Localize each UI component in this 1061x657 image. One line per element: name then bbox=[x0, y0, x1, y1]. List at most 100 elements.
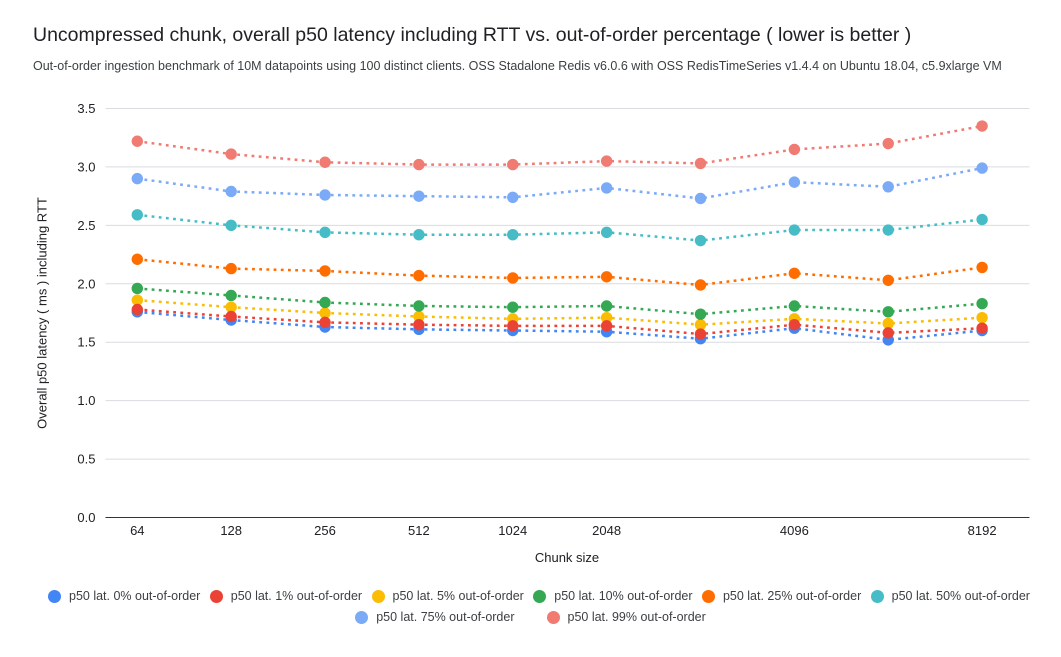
series-line bbox=[137, 308, 983, 336]
legend-item[interactable]: p50 lat. 1% out-of-order bbox=[209, 589, 362, 603]
data-point bbox=[413, 229, 425, 241]
data-point bbox=[882, 317, 894, 330]
series-line bbox=[137, 310, 983, 342]
legend-label: p50 lat. 50% out-of-order bbox=[891, 589, 1030, 603]
data-point bbox=[507, 301, 519, 313]
legend-item[interactable]: p50 lat. 50% out-of-order bbox=[870, 589, 1030, 603]
legend-label: p50 lat. 10% out-of-order bbox=[554, 589, 693, 603]
data-point bbox=[694, 279, 707, 291]
data-point bbox=[976, 120, 988, 132]
data-point bbox=[600, 271, 613, 283]
data-point bbox=[319, 316, 331, 329]
data-point bbox=[694, 318, 707, 331]
x-axis-title: Chunk size bbox=[534, 550, 600, 565]
legend-item[interactable]: p50 lat. 10% out-of-order bbox=[533, 589, 693, 603]
series-p50-lat-5-out-of-order bbox=[131, 294, 988, 331]
data-point bbox=[507, 191, 519, 204]
legend-item[interactable]: p50 lat. 99% out-of-order bbox=[546, 610, 706, 624]
y-tick-label: 2.5 bbox=[77, 218, 95, 233]
y-axis-title: Overall p50 latency ( ms ) including RTT bbox=[34, 197, 50, 429]
data-point bbox=[225, 148, 237, 160]
data-point bbox=[882, 137, 894, 150]
series-p50-lat-99-out-of-order bbox=[131, 120, 988, 171]
data-point bbox=[413, 310, 425, 323]
legend: p50 lat. 0% out-of-order p50 lat. 1% out-… bbox=[0, 589, 1061, 624]
chart-subtitle: Out-of-order ingestion benchmark of 10M … bbox=[33, 59, 1002, 73]
data-point bbox=[131, 135, 143, 147]
series-p50-lat-75-out-of-order bbox=[131, 162, 988, 205]
data-point bbox=[600, 155, 613, 167]
y-tick-label: 1.0 bbox=[77, 393, 95, 408]
legend-dot-icon bbox=[701, 589, 715, 603]
data-point bbox=[131, 172, 143, 185]
gridlines bbox=[105, 108, 1030, 518]
data-point bbox=[319, 189, 331, 201]
data-point bbox=[694, 234, 707, 247]
x-tick-label: 64 bbox=[130, 523, 144, 538]
data-point bbox=[225, 262, 237, 275]
series-line bbox=[137, 287, 983, 316]
data-point bbox=[882, 181, 894, 193]
x-tick-label: 8192 bbox=[968, 523, 997, 538]
data-point bbox=[882, 306, 894, 318]
data-point bbox=[319, 296, 331, 309]
legend-dot-icon bbox=[533, 589, 547, 603]
legend-item[interactable]: p50 lat. 5% out-of-order bbox=[371, 589, 524, 603]
legend-item[interactable]: p50 lat. 75% out-of-order bbox=[355, 610, 515, 624]
data-point bbox=[976, 261, 988, 274]
data-point bbox=[507, 229, 519, 241]
data-point bbox=[600, 226, 613, 239]
legend-dot-icon bbox=[371, 589, 385, 603]
data-point bbox=[319, 226, 331, 239]
y-tick-label: 2.0 bbox=[77, 276, 95, 291]
data-point bbox=[882, 274, 894, 286]
data-point bbox=[225, 310, 237, 323]
data-point bbox=[319, 156, 331, 168]
data-point bbox=[225, 219, 237, 232]
series-p50-lat-1-out-of-order bbox=[131, 303, 988, 340]
y-tick-label: 0.5 bbox=[77, 452, 95, 467]
legend-row-1: p50 lat. 0% out-of-order p50 lat. 1% out-… bbox=[0, 589, 1061, 603]
series-line bbox=[137, 298, 983, 326]
data-point bbox=[976, 311, 988, 324]
data-point bbox=[788, 267, 801, 279]
data-point bbox=[788, 224, 801, 236]
data-point bbox=[413, 269, 425, 282]
data-point bbox=[225, 289, 237, 302]
series-line bbox=[137, 258, 983, 287]
data-point bbox=[131, 294, 143, 306]
data-point bbox=[507, 272, 519, 284]
data-point bbox=[694, 157, 707, 170]
data-point bbox=[694, 308, 707, 320]
y-tick-label: 0.0 bbox=[77, 510, 95, 525]
data-point bbox=[225, 185, 237, 198]
data-point bbox=[131, 253, 143, 265]
legend-label: p50 lat. 99% out-of-order bbox=[567, 610, 706, 624]
data-point bbox=[976, 297, 988, 310]
data-point bbox=[600, 311, 613, 324]
x-axis-tick-labels: 64 128 256 512 1024 2048 4096 8192 bbox=[130, 523, 996, 538]
legend-item[interactable]: p50 lat. 0% out-of-order bbox=[48, 589, 200, 603]
legend-row-2: p50 lat. 75% out-of-order p50 lat. 99% ou… bbox=[0, 610, 1061, 624]
y-tick-label: 3.5 bbox=[77, 101, 95, 116]
x-tick-label: 128 bbox=[220, 523, 242, 538]
data-point bbox=[131, 303, 143, 316]
series-p50-lat-0-out-of-order bbox=[131, 306, 988, 346]
data-point bbox=[507, 158, 519, 171]
legend-item[interactable]: p50 lat. 25% out-of-order bbox=[701, 589, 862, 603]
series-line bbox=[137, 166, 983, 200]
data-point bbox=[413, 158, 425, 171]
data-point bbox=[694, 328, 707, 340]
data-point bbox=[788, 318, 801, 331]
legend-dot-icon bbox=[48, 589, 61, 603]
y-axis-tick-labels: 0.0 0.5 1.0 1.5 2.0 2.5 3.0 3.5 bbox=[77, 101, 95, 525]
data-point bbox=[413, 318, 425, 331]
data-point bbox=[131, 282, 143, 295]
data-point bbox=[413, 300, 425, 312]
legend-dot-icon bbox=[870, 589, 884, 603]
x-tick-label: 2048 bbox=[592, 523, 621, 538]
legend-label: p50 lat. 25% out-of-order bbox=[722, 589, 862, 603]
data-point bbox=[788, 176, 801, 188]
data-point bbox=[131, 209, 143, 221]
